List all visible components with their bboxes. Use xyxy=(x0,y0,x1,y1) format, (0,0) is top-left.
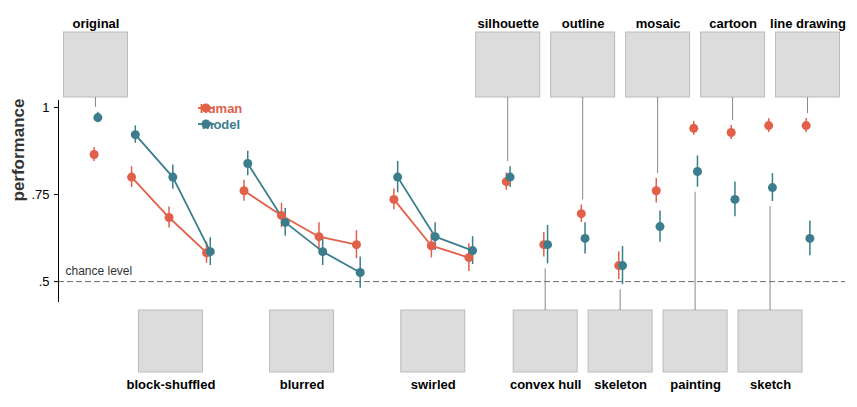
svg-text:line drawing: line drawing xyxy=(770,16,846,31)
svg-text:model: model xyxy=(202,117,240,132)
svg-text:swirled: swirled xyxy=(411,377,456,392)
svg-text:silhouette: silhouette xyxy=(478,16,539,31)
svg-text:chance level: chance level xyxy=(66,264,133,278)
svg-text:1: 1 xyxy=(42,100,49,115)
svg-text:painting: painting xyxy=(670,377,721,392)
svg-text:.5: .5 xyxy=(39,274,50,289)
svg-text:.75: .75 xyxy=(31,187,49,202)
svg-text:cartoon: cartoon xyxy=(709,16,757,31)
svg-text:block-shuffled: block-shuffled xyxy=(127,377,216,392)
svg-text:outline: outline xyxy=(562,16,605,31)
svg-text:sketch: sketch xyxy=(750,377,791,392)
svg-text:original: original xyxy=(72,16,119,31)
svg-text:mosaic: mosaic xyxy=(636,16,681,31)
svg-text:blurred: blurred xyxy=(280,377,325,392)
svg-text:convex hull: convex hull xyxy=(510,377,582,392)
svg-text:skeleton: skeleton xyxy=(594,377,647,392)
svg-text:performance: performance xyxy=(9,99,28,202)
svg-text:human: human xyxy=(200,101,243,116)
